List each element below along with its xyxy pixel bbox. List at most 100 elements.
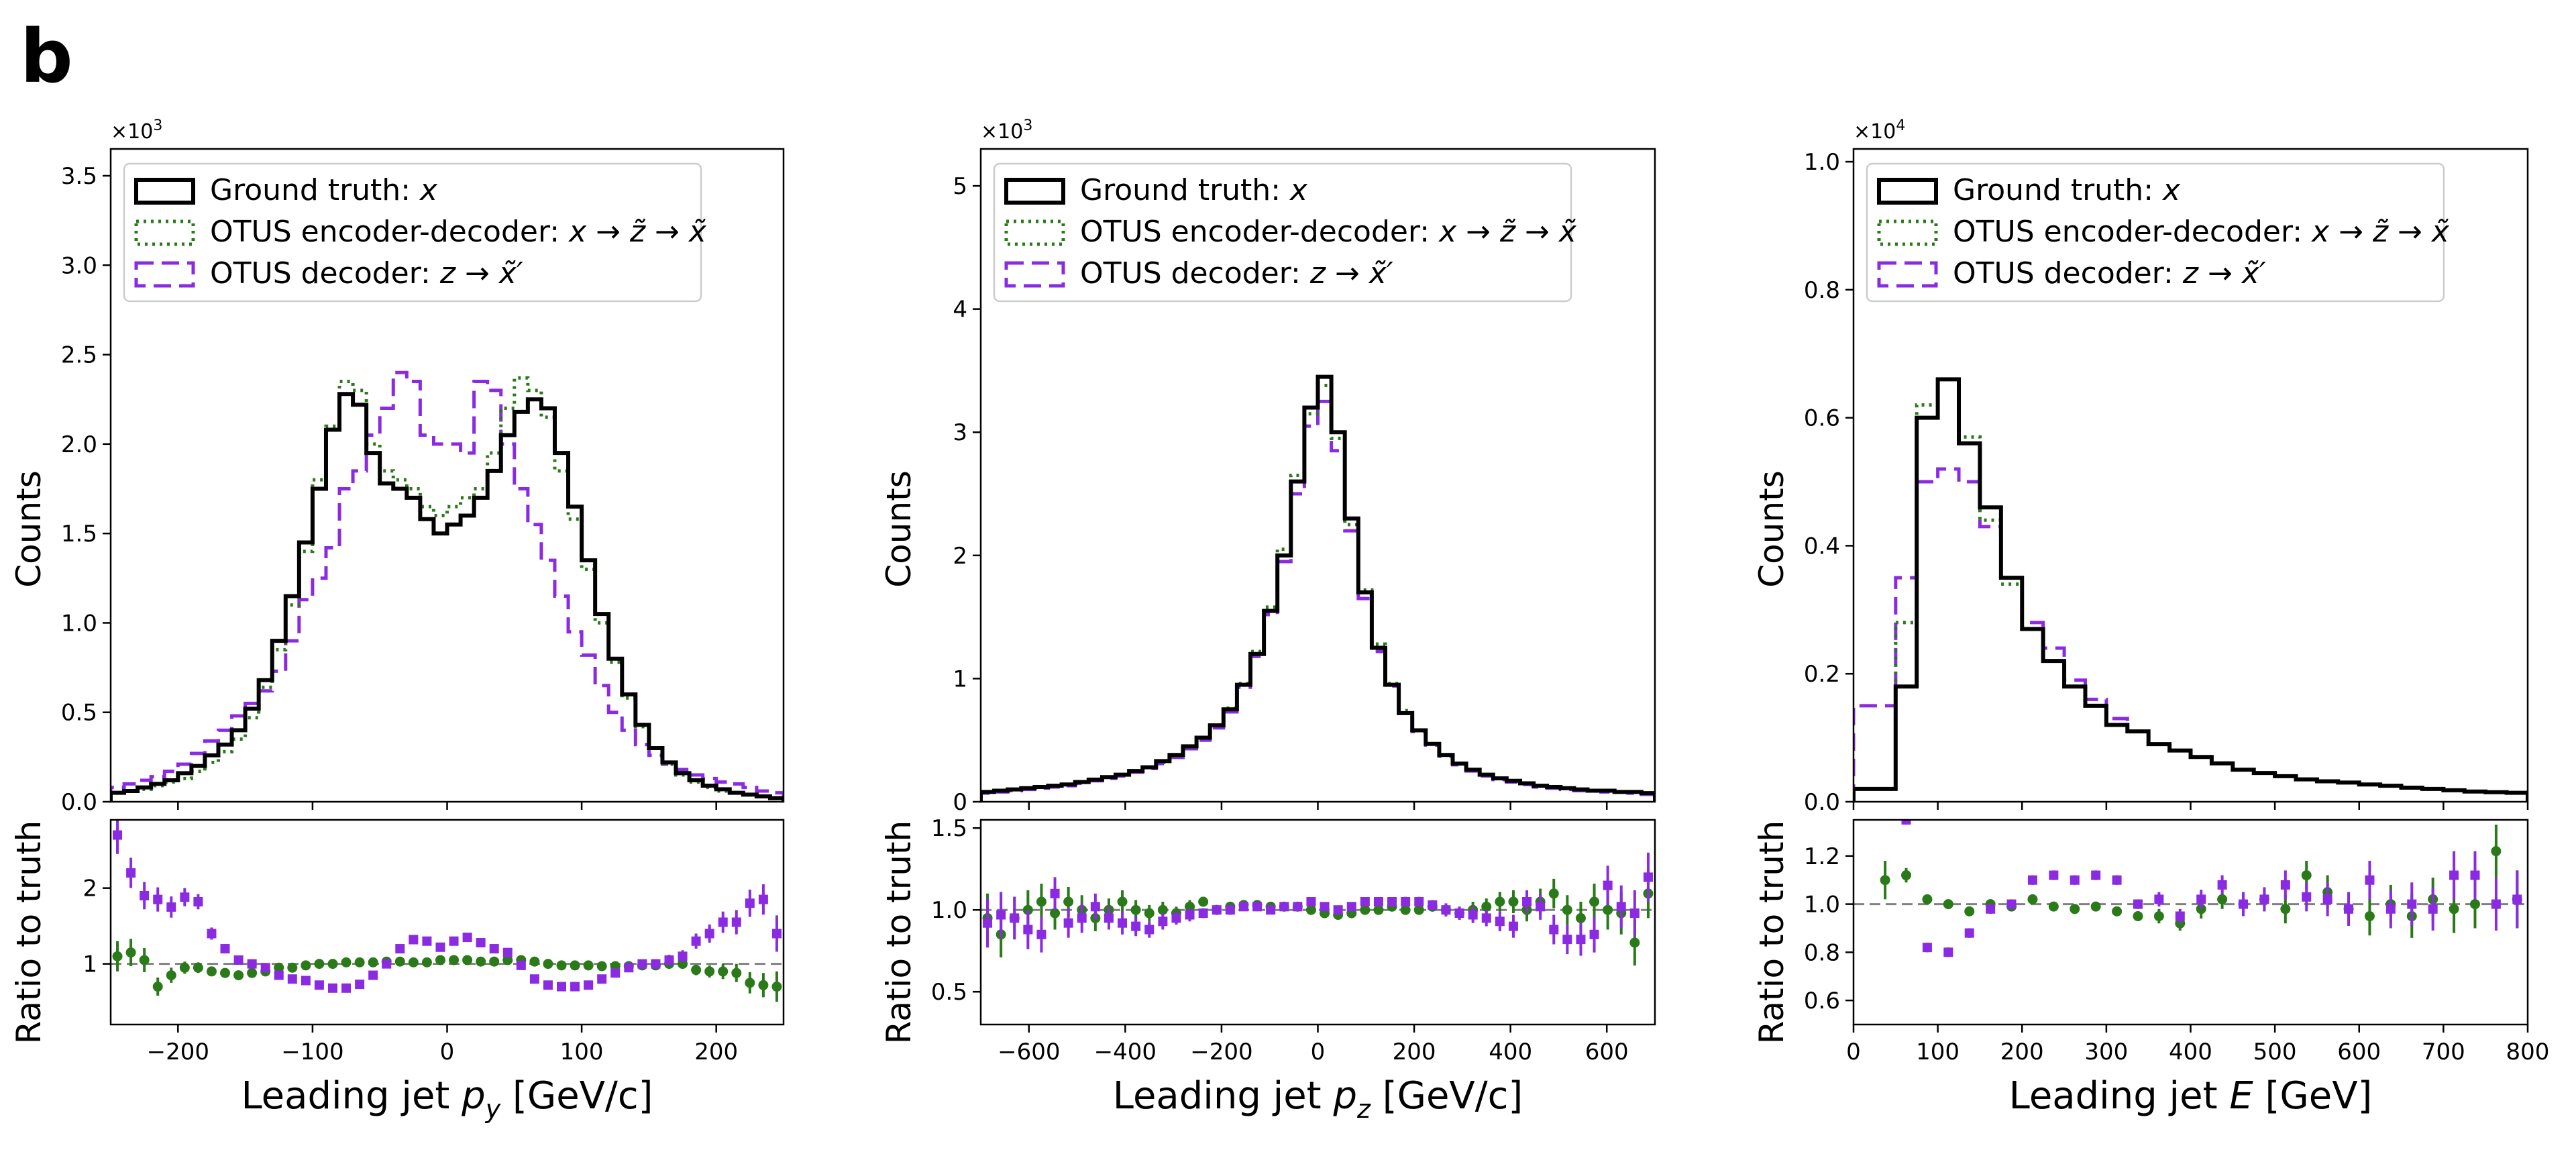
- ratio-point-decoder: [1414, 897, 1424, 906]
- y-tick-label: 0.5: [61, 700, 97, 727]
- ratio-point-decoder: [166, 902, 176, 912]
- ratio-point-decoder: [2175, 911, 2185, 921]
- ratio-point-decoder: [409, 935, 419, 945]
- legend-swatch-truth: [1877, 178, 1938, 205]
- legend: Ground truth: x OTUS encoder-decoder: x →…: [993, 162, 1577, 303]
- x-tick-label: −100: [281, 1039, 343, 1065]
- ratio-point-decoder: [1943, 947, 1953, 957]
- ratio-y-tick-label: 0.5: [931, 979, 967, 1006]
- ratio-point-decoder: [382, 959, 392, 969]
- ratio-point-encoder-decoder: [1589, 896, 1600, 907]
- ratio-y-axis-label: Ratio to truth: [9, 821, 48, 1045]
- ratio-y-tick-label: 1.0: [931, 897, 967, 924]
- legend-label-truth: Ground truth: x: [210, 173, 438, 207]
- x-tick-label: 400: [1489, 1039, 1532, 1065]
- ratio-point-decoder: [771, 929, 782, 939]
- ratio-point-decoder: [1373, 897, 1383, 906]
- ratio-y-tick-label: 2: [83, 876, 97, 902]
- ratio-y-tick-label: 1.0: [1804, 892, 1840, 919]
- histogram-truth: [981, 374, 1655, 802]
- ratio-point-decoder: [758, 894, 768, 904]
- y-tick-label: 2.0: [61, 431, 97, 458]
- ratio-point-encoder-decoder: [2090, 901, 2101, 912]
- ratio-point-decoder: [247, 959, 257, 969]
- ratio-point-encoder-decoder: [1495, 896, 1505, 907]
- ratio-point-decoder: [2407, 899, 2417, 909]
- ratio-point-decoder: [1090, 902, 1100, 912]
- x-tick-label: 400: [2169, 1039, 2212, 1065]
- ratio-point-encoder-decoder: [2469, 899, 2480, 910]
- ratio-point-encoder-decoder: [2301, 870, 2312, 881]
- ratio-point-decoder: [543, 980, 553, 990]
- ratio-point-decoder: [449, 936, 459, 946]
- legend-swatch-encoder-decoder: [1004, 219, 1065, 246]
- ratio-y-tick-label: 0.6: [1804, 988, 1840, 1014]
- ratio-point-decoder: [1252, 902, 1263, 912]
- ratio-point-decoder: [2302, 892, 2312, 902]
- ratio-point-decoder: [180, 892, 190, 902]
- ratio-point-encoder-decoder: [691, 965, 702, 976]
- ratio-point-decoder: [1360, 897, 1370, 906]
- histogram-group: [111, 370, 784, 802]
- ratio-point-encoder-decoder: [1562, 904, 1572, 915]
- ratio-point-decoder: [233, 955, 244, 965]
- ratio-point-encoder-decoder: [1185, 901, 1195, 912]
- ratio-point-decoder: [1603, 880, 1613, 890]
- ratio-point-decoder: [624, 963, 634, 973]
- ratio-point-encoder-decoder: [2048, 901, 2059, 912]
- ratio-point-encoder-decoder: [2491, 846, 2502, 857]
- y-tick-label: 4: [953, 297, 967, 323]
- ratio-point-decoder: [1320, 902, 1330, 912]
- x-tick-label: 800: [2506, 1039, 2550, 1065]
- ratio-point-decoder: [983, 918, 993, 928]
- ratio-point-decoder: [1495, 916, 1505, 927]
- ratio-point-encoder-decoder: [2449, 904, 2459, 914]
- ratio-point-decoder: [516, 960, 526, 970]
- ratio-point-decoder: [368, 970, 378, 980]
- ratio-point-encoder-decoder: [327, 959, 338, 969]
- ratio-y-tick-label: 1.5: [931, 815, 967, 842]
- ratio-point-encoder-decoder: [1548, 888, 1559, 899]
- ratio-point-decoder: [2154, 894, 2164, 904]
- ratio-y-tick-label: 1.2: [1804, 843, 1840, 870]
- ratio-point-encoder-decoder: [1198, 896, 1209, 907]
- ratio-point-decoder: [1562, 935, 1572, 945]
- ratio-point-encoder-decoder: [1880, 875, 1890, 886]
- ratio-point-decoder: [435, 942, 445, 952]
- ratio-point-decoder: [502, 947, 513, 957]
- ratio-y-tick-label: 1: [83, 951, 97, 978]
- ratio-group: [981, 852, 1655, 966]
- y-tick-label: 3.0: [61, 252, 97, 279]
- y-tick-label: 2.5: [61, 342, 97, 369]
- ratio-point-decoder: [2091, 870, 2101, 880]
- ratio-point-decoder: [529, 974, 539, 984]
- ratio-point-encoder-decoder: [2112, 906, 2123, 916]
- ratio-point-decoder: [314, 980, 324, 990]
- ratio-point-decoder: [287, 974, 297, 984]
- ratio-point-decoder: [2344, 904, 2354, 914]
- legend-label-truth: Ground truth: x: [1953, 173, 2181, 207]
- ratio-point-decoder: [207, 929, 217, 939]
- ratio-y-axis-label: Ratio to truth: [1752, 821, 1791, 1045]
- ratio-point-encoder-decoder: [166, 970, 176, 981]
- ratio-point-decoder: [1576, 935, 1586, 945]
- ratio-point-decoder: [1508, 921, 1518, 931]
- y-axis-label: Counts: [9, 470, 48, 588]
- ratio-point-decoder: [1454, 908, 1464, 919]
- ratio-point-decoder: [597, 974, 607, 984]
- y-tick-label: 0: [953, 789, 967, 816]
- ratio-point-encoder-decoder: [1575, 912, 1586, 923]
- ratio-point-decoder: [2428, 904, 2438, 914]
- offset-label: ×103: [111, 117, 162, 144]
- ratio-point-decoder: [422, 936, 432, 946]
- x-tick-label: 600: [1585, 1039, 1629, 1065]
- legend-box: [1866, 162, 2445, 303]
- legend-label-decoder: OTUS decoder: z → x̃′: [1953, 256, 2266, 291]
- y-tick-label: 0.2: [1804, 661, 1840, 688]
- histogram-group: [981, 374, 1655, 802]
- ratio-point-encoder-decoder: [1964, 906, 1975, 916]
- ratio-point-decoder: [1050, 888, 1060, 898]
- ratio-point-encoder-decoder: [287, 962, 298, 973]
- legend-box: [123, 162, 702, 303]
